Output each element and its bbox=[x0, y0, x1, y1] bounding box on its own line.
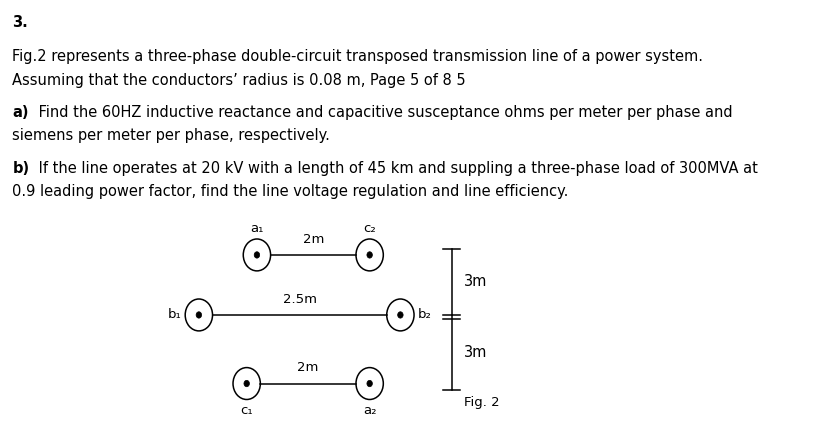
Text: Fig. 2: Fig. 2 bbox=[464, 396, 499, 409]
Text: 2m: 2m bbox=[303, 232, 324, 246]
Text: 2m: 2m bbox=[298, 361, 319, 374]
Text: If the line operates at 20 kV with a length of 45 km and suppling a three-phase : If the line operates at 20 kV with a len… bbox=[34, 161, 758, 176]
Ellipse shape bbox=[367, 380, 372, 387]
Text: siemens per meter per phase, respectively.: siemens per meter per phase, respectivel… bbox=[12, 128, 330, 143]
Text: 3m: 3m bbox=[464, 274, 487, 289]
Text: b₁: b₁ bbox=[168, 309, 182, 322]
Text: 0.9 leading power factor, find the line voltage regulation and line efficiency.: 0.9 leading power factor, find the line … bbox=[12, 184, 569, 199]
Text: 3.: 3. bbox=[12, 15, 28, 30]
Text: a): a) bbox=[12, 105, 29, 120]
Text: c₂: c₂ bbox=[363, 222, 376, 235]
Text: a₂: a₂ bbox=[363, 404, 376, 417]
Ellipse shape bbox=[367, 252, 372, 258]
Text: b): b) bbox=[12, 161, 29, 176]
Ellipse shape bbox=[254, 252, 259, 258]
Ellipse shape bbox=[196, 312, 202, 318]
Text: Fig.2 represents a three-phase double-circuit transposed transmission line of a : Fig.2 represents a three-phase double-ci… bbox=[12, 49, 703, 64]
Text: 3m: 3m bbox=[464, 345, 487, 360]
Text: a₁: a₁ bbox=[250, 222, 263, 235]
Text: Assuming that the conductors’ radius is 0.08 m, Page 5 of 8 5: Assuming that the conductors’ radius is … bbox=[12, 73, 466, 88]
Text: c₁: c₁ bbox=[241, 404, 253, 417]
Text: b₂: b₂ bbox=[417, 309, 432, 322]
Text: 2.5m: 2.5m bbox=[283, 292, 317, 305]
Ellipse shape bbox=[244, 380, 250, 387]
Text: Find the 60HZ inductive reactance and capacitive susceptance ohms per meter per : Find the 60HZ inductive reactance and ca… bbox=[34, 105, 733, 120]
Ellipse shape bbox=[398, 312, 403, 318]
